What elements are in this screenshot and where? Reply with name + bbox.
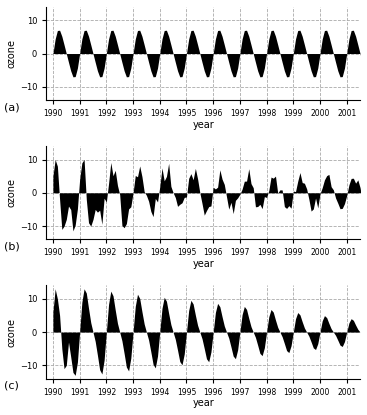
- X-axis label: year: year: [192, 398, 214, 408]
- Y-axis label: ozone: ozone: [7, 317, 17, 347]
- X-axis label: year: year: [192, 259, 214, 269]
- Y-axis label: ozone: ozone: [7, 39, 17, 68]
- Text: (b): (b): [4, 242, 19, 251]
- Text: (c): (c): [4, 381, 19, 391]
- Y-axis label: ozone: ozone: [7, 178, 17, 207]
- Text: (a): (a): [4, 102, 19, 112]
- X-axis label: year: year: [192, 120, 214, 129]
